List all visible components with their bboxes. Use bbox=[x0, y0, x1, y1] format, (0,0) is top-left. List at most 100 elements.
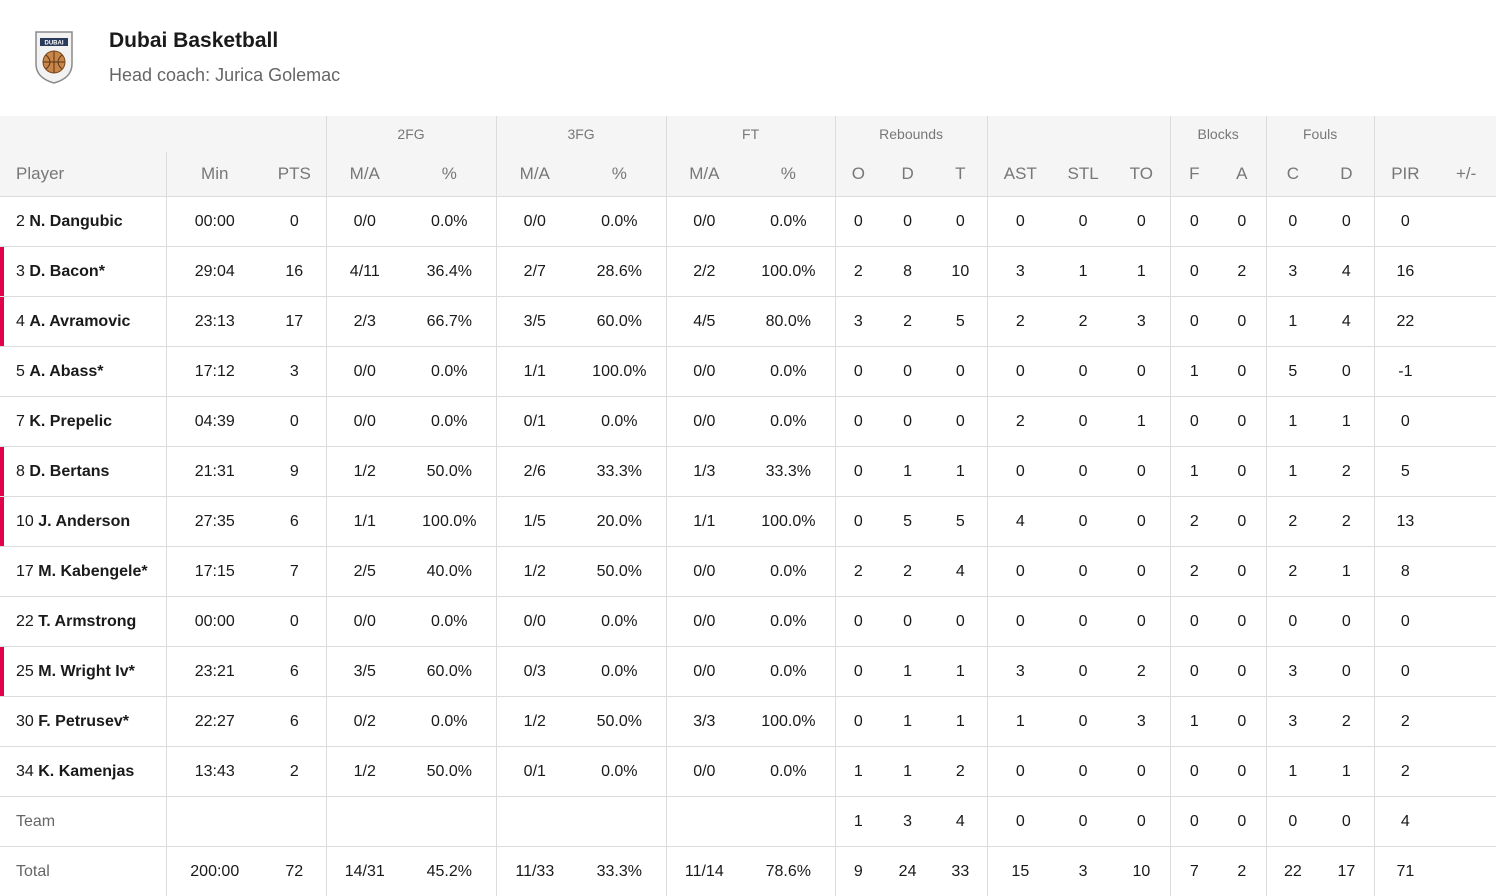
column-header-ast[interactable]: AST bbox=[987, 152, 1053, 197]
column-header-ft-pct[interactable]: % bbox=[742, 152, 835, 197]
stat-fg3-ma: 2/6 bbox=[496, 447, 573, 497]
stat-fg3-ma: 0/1 bbox=[496, 747, 573, 797]
column-header-min[interactable]: Min bbox=[166, 152, 263, 197]
column-header-reb-tot[interactable]: T bbox=[934, 152, 987, 197]
stat-fouls-committed: 3 bbox=[1266, 697, 1319, 747]
stat-ft-ma: 2/2 bbox=[666, 247, 742, 297]
stat-fg2-ma: 1/2 bbox=[326, 447, 403, 497]
column-header-ft-ma[interactable]: M/A bbox=[666, 152, 742, 197]
stat-reb-off: 0 bbox=[835, 397, 881, 447]
stat-pir: 2 bbox=[1374, 697, 1436, 747]
stat-reb-tot: 1 bbox=[934, 697, 987, 747]
player-name-link[interactable]: F. Petrusev* bbox=[38, 713, 129, 730]
player-name-link[interactable]: N. Dangubic bbox=[29, 213, 122, 230]
column-header-reb-def[interactable]: D bbox=[881, 152, 934, 197]
stat-ft-ma: 0/0 bbox=[666, 647, 742, 697]
column-header-fg3-ma[interactable]: M/A bbox=[496, 152, 573, 197]
player-name-link[interactable]: A. Avramovic bbox=[29, 313, 130, 330]
stat-fg3-ma: 0/3 bbox=[496, 647, 573, 697]
stat-fg3-pct: 60.0% bbox=[573, 297, 666, 347]
group-header-misc bbox=[987, 116, 1170, 152]
stat-pts: 16 bbox=[263, 247, 326, 297]
stat-min: 23:21 bbox=[166, 647, 263, 697]
column-header-blk-against[interactable]: A bbox=[1218, 152, 1266, 197]
stat-ft-pct: 0.0% bbox=[742, 197, 835, 247]
player-name-link[interactable]: D. Bacon* bbox=[29, 263, 105, 280]
player-name-link[interactable]: M. Kabengele* bbox=[38, 563, 147, 580]
stat-stl: 0 bbox=[1053, 497, 1113, 547]
column-header-to[interactable]: TO bbox=[1113, 152, 1170, 197]
stat-blk-for: 1 bbox=[1170, 447, 1218, 497]
column-header-plus-minus[interactable]: +/- bbox=[1436, 152, 1496, 197]
stat-reb-def: 5 bbox=[881, 497, 934, 547]
column-header-fg3-pct[interactable]: % bbox=[573, 152, 666, 197]
stat-plus-minus bbox=[1436, 397, 1496, 447]
column-header-fouls-drawn[interactable]: D bbox=[1319, 152, 1374, 197]
stat-blk-against: 0 bbox=[1218, 197, 1266, 247]
stat-fouls-committed: 0 bbox=[1266, 797, 1319, 847]
stat-ast: 2 bbox=[987, 297, 1053, 347]
stat-fouls-committed: 22 bbox=[1266, 847, 1319, 896]
group-header-rebounds: Rebounds bbox=[835, 116, 987, 152]
column-header-fg2-pct[interactable]: % bbox=[403, 152, 496, 197]
stat-fouls-drawn: 0 bbox=[1319, 647, 1374, 697]
stat-pts: 0 bbox=[263, 597, 326, 647]
stat-fg2-ma: 0/0 bbox=[326, 197, 403, 247]
player-name-link[interactable]: J. Anderson bbox=[38, 513, 130, 530]
stat-fouls-committed: 1 bbox=[1266, 447, 1319, 497]
stat-blk-against: 0 bbox=[1218, 347, 1266, 397]
player-name-link[interactable]: K. Prepelic bbox=[29, 413, 112, 430]
stat-fouls-drawn: 2 bbox=[1319, 447, 1374, 497]
stat-ft-ma: 0/0 bbox=[666, 547, 742, 597]
stat-stl: 2 bbox=[1053, 297, 1113, 347]
player-number: 34 bbox=[16, 763, 34, 780]
player-number: 10 bbox=[16, 513, 34, 530]
player-number: 25 bbox=[16, 663, 34, 680]
stat-ft-ma: 3/3 bbox=[666, 697, 742, 747]
stat-reb-off: 2 bbox=[835, 547, 881, 597]
stat-plus-minus bbox=[1436, 347, 1496, 397]
stat-pts: 2 bbox=[263, 747, 326, 797]
player-name-link[interactable]: T. Armstrong bbox=[38, 613, 136, 630]
stat-ast: 0 bbox=[987, 447, 1053, 497]
player-name-link[interactable]: M. Wright Iv* bbox=[38, 663, 135, 680]
stat-fg3-pct: 28.6% bbox=[573, 247, 666, 297]
column-header-fouls-committed[interactable]: C bbox=[1266, 152, 1319, 197]
stat-blk-against: 0 bbox=[1218, 497, 1266, 547]
stat-fouls-committed: 1 bbox=[1266, 747, 1319, 797]
stat-ft-pct: 0.0% bbox=[742, 747, 835, 797]
stat-stl: 0 bbox=[1053, 797, 1113, 847]
stat-reb-tot: 0 bbox=[934, 197, 987, 247]
team-name: Dubai Basketball bbox=[109, 29, 278, 53]
stat-ast: 4 bbox=[987, 497, 1053, 547]
stat-fouls-committed: 2 bbox=[1266, 547, 1319, 597]
stat-ast: 0 bbox=[987, 597, 1053, 647]
player-name-link[interactable]: D. Bertans bbox=[29, 463, 109, 480]
column-header-reb-off[interactable]: O bbox=[835, 152, 881, 197]
column-header-player[interactable]: Player bbox=[0, 152, 166, 197]
player-name-link[interactable]: A. Abass* bbox=[29, 363, 103, 380]
stat-pts: 7 bbox=[263, 547, 326, 597]
column-header-pir[interactable]: PIR bbox=[1374, 152, 1436, 197]
stat-fouls-committed: 2 bbox=[1266, 497, 1319, 547]
stat-plus-minus bbox=[1436, 447, 1496, 497]
column-header-pts[interactable]: PTS bbox=[263, 152, 326, 197]
stat-pts: 6 bbox=[263, 697, 326, 747]
stat-reb-def: 8 bbox=[881, 247, 934, 297]
stat-fg3-pct: 50.0% bbox=[573, 547, 666, 597]
column-header-blk-for[interactable]: F bbox=[1170, 152, 1218, 197]
column-header-stl[interactable]: STL bbox=[1053, 152, 1113, 197]
stat-reb-off: 0 bbox=[835, 347, 881, 397]
stat-ft-ma: 0/0 bbox=[666, 747, 742, 797]
stat-pir: 4 bbox=[1374, 797, 1436, 847]
stat-reb-off: 0 bbox=[835, 497, 881, 547]
player-name-link[interactable]: K. Kamenjas bbox=[38, 763, 134, 780]
stat-fg2-pct: 0.0% bbox=[403, 197, 496, 247]
stat-blk-for: 0 bbox=[1170, 747, 1218, 797]
column-header-fg2-ma[interactable]: M/A bbox=[326, 152, 403, 197]
stat-reb-tot: 4 bbox=[934, 547, 987, 597]
